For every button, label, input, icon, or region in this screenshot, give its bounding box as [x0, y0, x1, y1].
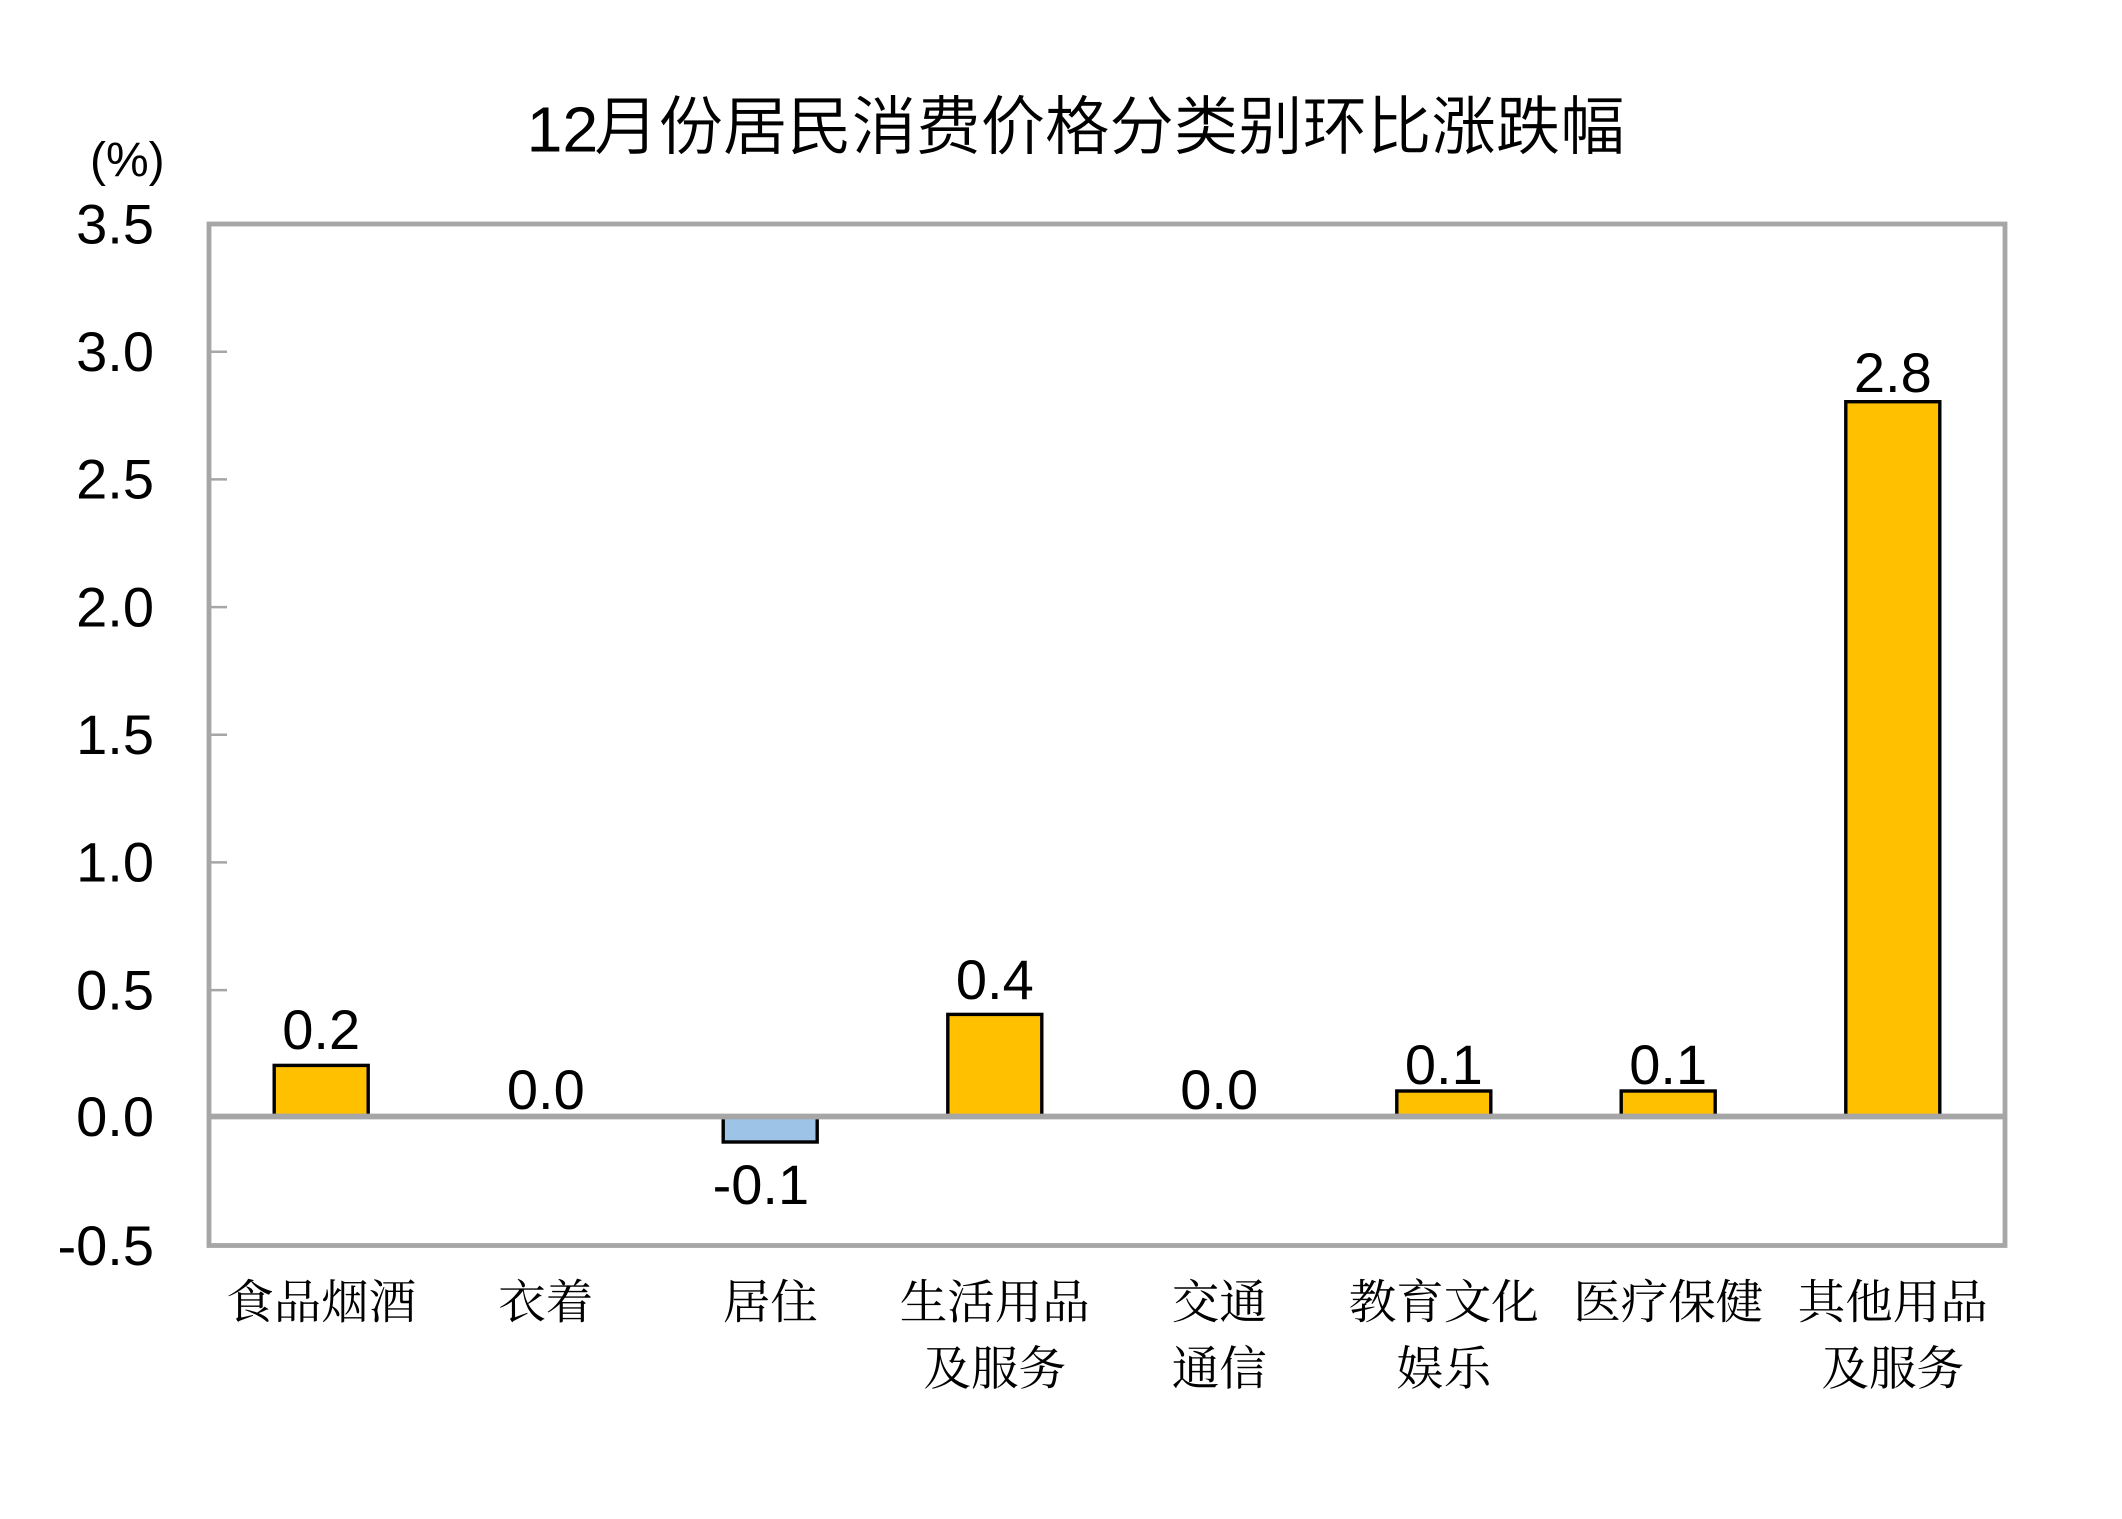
svg-text:-0.1: -0.1 [713, 1153, 810, 1216]
svg-text:1.5: 1.5 [76, 703, 154, 766]
svg-text:0.0: 0.0 [76, 1085, 154, 1148]
svg-text:0.5: 0.5 [76, 958, 154, 1021]
svg-text:0.1: 0.1 [1405, 1033, 1483, 1096]
svg-text:0.0: 0.0 [1180, 1058, 1258, 1121]
svg-text:2.5: 2.5 [76, 448, 154, 511]
svg-text:2.8: 2.8 [1854, 341, 1932, 404]
svg-text:1.0: 1.0 [76, 831, 154, 894]
svg-text:0.2: 0.2 [282, 998, 360, 1061]
svg-text:(%): (%) [90, 134, 165, 187]
svg-text:2.0: 2.0 [76, 575, 154, 638]
svg-text:0.1: 0.1 [1629, 1033, 1707, 1096]
svg-text:0.0: 0.0 [507, 1058, 585, 1121]
svg-text:3.0: 3.0 [76, 320, 154, 383]
svg-text:0.4: 0.4 [956, 948, 1034, 1011]
svg-text:-0.5: -0.5 [58, 1214, 155, 1277]
svg-text:3.5: 3.5 [76, 192, 154, 255]
svg-text:12: 12 [527, 94, 599, 166]
